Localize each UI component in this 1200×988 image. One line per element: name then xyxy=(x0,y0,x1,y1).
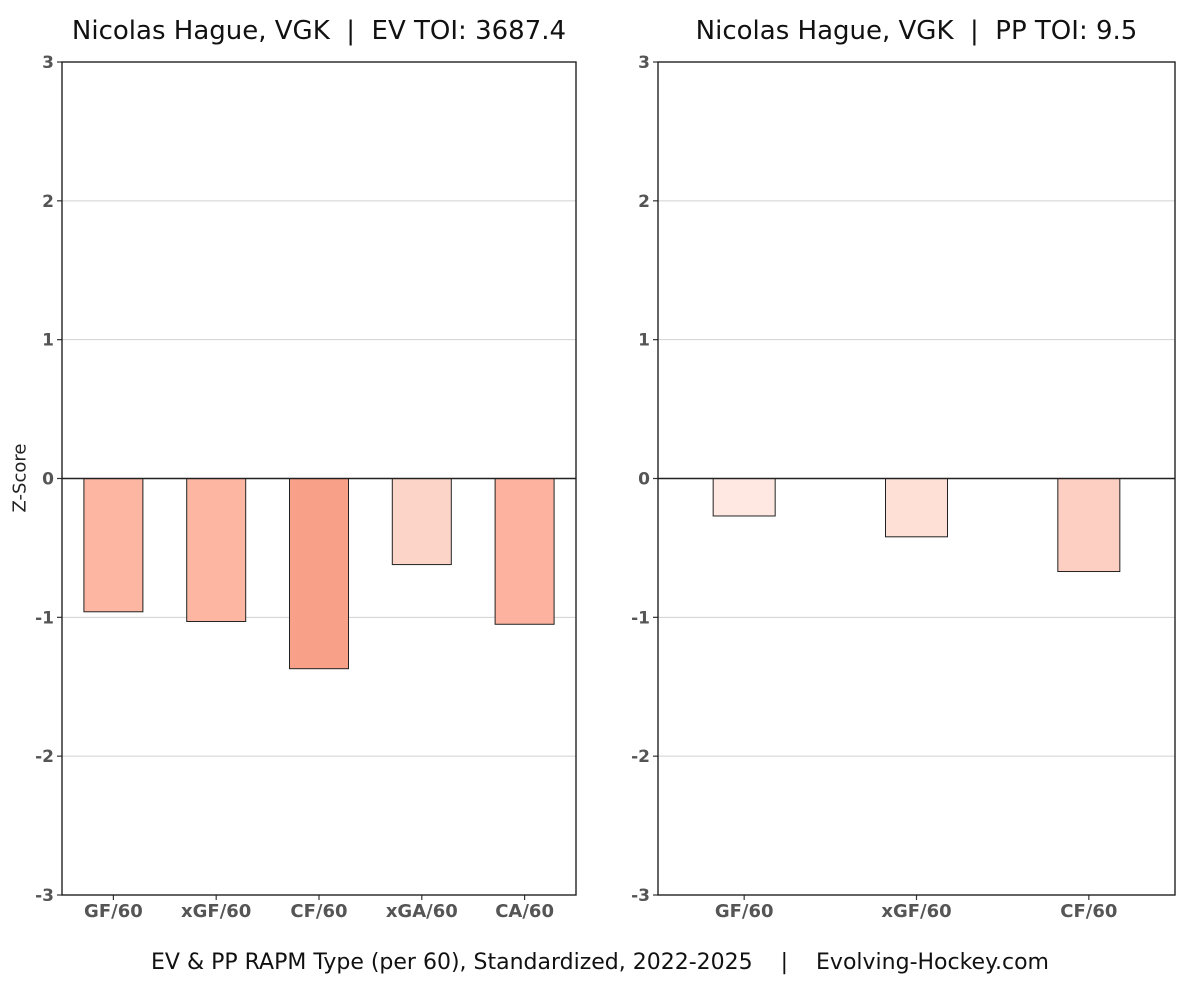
ev-y-tick-label: 0 xyxy=(42,470,54,490)
ev-x-tick-label: GF/60 xyxy=(84,901,143,922)
ev-y-tick-label: 1 xyxy=(42,331,54,351)
ev-y-tick-label: -1 xyxy=(35,608,54,628)
ev-bar-xgf-per-60 xyxy=(186,478,247,622)
ev-x-tick-label: xGA/60 xyxy=(386,901,458,922)
pp-plot-frame xyxy=(657,61,1176,896)
ev-y-tick-label: -2 xyxy=(35,747,54,767)
figure-caption: EV & PP RAPM Type (per 60), Standardized… xyxy=(151,950,1049,975)
ev-x-tick-label: xGF/60 xyxy=(181,901,251,922)
pp-bar-cf-per-60 xyxy=(1057,478,1121,573)
ev-bar-cf-per-60 xyxy=(289,478,349,670)
ev-bar-xga-per-60 xyxy=(391,478,452,566)
pp-y-tick-label: -2 xyxy=(631,747,650,767)
ev-plot-frame xyxy=(61,61,577,896)
pp-chart-title: Nicolas Hague, VGK | PP TOI: 9.5 xyxy=(695,16,1138,46)
pp-bar-xgf-per-60 xyxy=(885,478,948,538)
pp-y-tick-label: 2 xyxy=(638,192,650,212)
pp-y-tick-label: 3 xyxy=(638,53,650,73)
ev-y-tick-label: 3 xyxy=(42,53,54,73)
pp-y-tick-label: 0 xyxy=(638,470,650,490)
pp-x-tick-label: xGF/60 xyxy=(881,901,951,922)
pp-y-tick-label: 1 xyxy=(638,331,650,351)
ev-chart: -3 -2 -1 0 1 2 3 GF/60 xGF/60 CF/60 xGA/60 CA/60 xyxy=(35,53,577,922)
ev-bar-ca-per-60 xyxy=(494,478,555,625)
pp-y-tick-label: -3 xyxy=(631,886,650,906)
pp-bar-gf-per-60 xyxy=(712,478,776,517)
ev-chart-title: Nicolas Hague, VGK | EV TOI: 3687.4 xyxy=(71,16,567,46)
ev-bar-gf-per-60 xyxy=(83,478,144,613)
ev-x-tick-label: CA/60 xyxy=(495,901,554,922)
pp-chart: -3 -2 -1 0 1 2 3 GF/60 xGF/60 CF/60 xyxy=(631,53,1176,922)
pp-x-tick-label: CF/60 xyxy=(1060,901,1117,922)
ev-y-tick-label: -3 xyxy=(35,886,54,906)
ev-x-tick-label: CF/60 xyxy=(290,901,347,922)
pp-x-tick-label: GF/60 xyxy=(715,901,774,922)
pp-y-tick-label: -1 xyxy=(631,608,650,628)
ev-y-tick-label: 2 xyxy=(42,192,54,212)
